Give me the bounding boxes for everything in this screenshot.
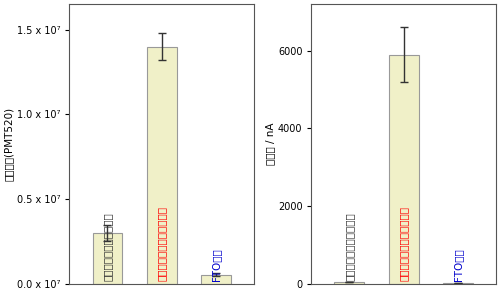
Text: マクロポーラス酸化チタン: マクロポーラス酸化チタン: [156, 206, 166, 281]
Text: FTO基板: FTO基板: [211, 248, 221, 281]
Bar: [147, 46, 176, 284]
Bar: [201, 275, 231, 284]
Text: メソポーラス酸化チタン: メソポーラス酸化チタン: [102, 212, 113, 281]
Y-axis label: 蛍光強度(PMT520): 蛍光強度(PMT520): [4, 107, 14, 181]
Y-axis label: 光電流 / nA: 光電流 / nA: [265, 123, 275, 165]
Text: メソポーラス酸化チタン: メソポーラス酸化チタン: [344, 212, 354, 281]
Text: FTO基板: FTO基板: [453, 248, 463, 281]
Text: マクロポーラス酸化チタン: マクロポーラス酸化チタン: [398, 206, 408, 281]
Bar: [388, 55, 418, 284]
Bar: [443, 283, 473, 284]
Bar: [334, 282, 364, 284]
Bar: [92, 233, 122, 284]
